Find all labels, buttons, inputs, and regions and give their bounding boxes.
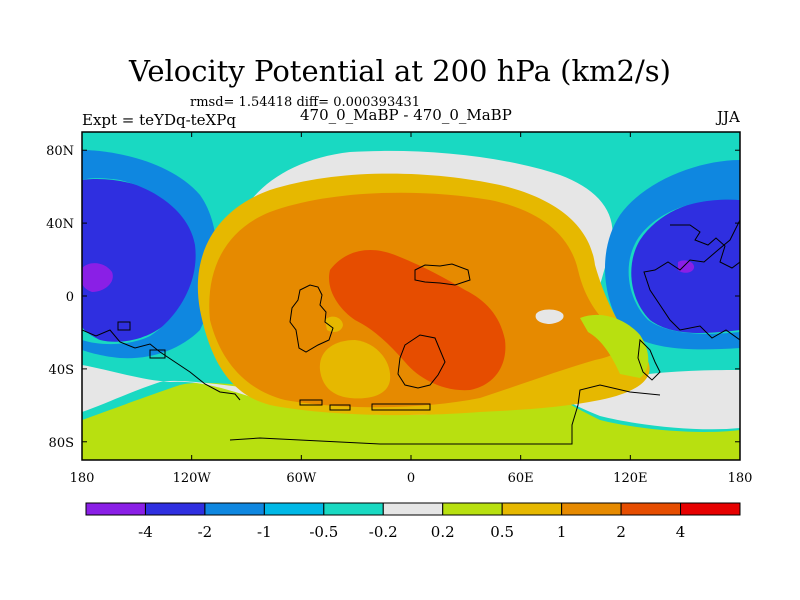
x-axis-labels: 180 120W 60W 0 60E 120E 180 <box>70 471 753 486</box>
x-tick-label: 180 <box>728 471 753 486</box>
outline-east-asia <box>670 224 740 269</box>
colorbar-level-label: 4 <box>676 523 686 541</box>
colorbar <box>85 502 741 516</box>
continent-outlines <box>82 219 740 445</box>
field-central-max <box>329 250 506 391</box>
field-east-mid-blue <box>605 160 740 350</box>
colorbar-swatch <box>680 502 741 516</box>
colorbar-swatch <box>442 502 503 516</box>
outline-europe-north-africa <box>414 263 471 286</box>
colorbar-level-label: 1 <box>557 523 567 541</box>
colorbar-level-label: -0.5 <box>309 523 338 541</box>
axis-ticks <box>81 132 741 460</box>
colorbar-swatch <box>204 502 265 516</box>
colorbar-level-label: -2 <box>198 523 213 541</box>
colorbar-swatch <box>263 502 325 516</box>
experiment-label: Expt = teYDq-teXPq <box>82 111 236 129</box>
x-tick-label: 60E <box>508 471 534 486</box>
y-tick-label: 80S <box>49 436 74 451</box>
field-lower-band-green <box>82 382 740 460</box>
outline-east-pacific-coast <box>643 219 740 341</box>
chart-title: Velocity Potential at 200 hPa (km2/s) <box>129 54 671 88</box>
field-east-light-green <box>580 314 649 378</box>
outline-indonesia <box>637 338 661 381</box>
outline-south-america <box>289 284 334 353</box>
x-tick-label: 60W <box>286 471 317 486</box>
colorbar-swatch <box>501 502 563 516</box>
contour-fields <box>82 132 740 460</box>
field-west-blue <box>82 179 198 342</box>
x-tick-label: 180 <box>70 471 95 486</box>
x-tick-label: 120E <box>613 471 647 486</box>
season-label: JJA <box>717 108 740 126</box>
field-small-yellow <box>325 316 343 333</box>
colorbar-swatch <box>382 502 444 516</box>
colorbar-swatch <box>561 502 622 516</box>
colorbar-level-label: 0.5 <box>490 523 514 541</box>
colorbar-swatch <box>323 502 384 516</box>
outline-central-pacific-islands <box>117 321 166 359</box>
colorbar-level-label: -1 <box>257 523 272 541</box>
field-west-mid-blue <box>82 150 217 359</box>
outline-africa <box>397 334 446 389</box>
colorbar-labels: -4 -2 -1 -0.5 -0.2 0.2 0.5 1 2 4 <box>138 523 685 541</box>
field-east-minimum <box>678 260 695 273</box>
y-tick-label: 40S <box>49 363 74 378</box>
y-tick-label: 40N <box>46 217 74 232</box>
colorbar-level-label: 2 <box>616 523 626 541</box>
field-inner-yellow <box>319 340 391 399</box>
case-label: 470_0_MaBP - 470_0_MaBP <box>300 106 512 124</box>
y-tick-label: 0 <box>66 290 74 305</box>
colorbar-swatch <box>85 502 146 516</box>
colorbar-swatch <box>144 502 206 516</box>
y-axis-labels: 80N 40N 0 40S 80S <box>46 144 74 451</box>
colorbar-level-label: -0.2 <box>369 523 398 541</box>
outline-antarctica <box>229 384 661 445</box>
colorbar-level-label: -4 <box>138 523 153 541</box>
outline-west-pacific-coast <box>82 329 241 401</box>
x-tick-label: 0 <box>407 471 415 486</box>
colorbar-level-label: 0.2 <box>431 523 455 541</box>
field-small-ellipse <box>535 309 564 324</box>
y-tick-label: 80N <box>46 144 74 159</box>
outline-south-islands <box>299 399 431 411</box>
field-west-minimum <box>82 263 113 292</box>
colorbar-swatch <box>620 502 682 516</box>
stats-label: rmsd= 1.54418 diff= 0.000393431 <box>190 95 421 110</box>
x-tick-label: 120W <box>173 471 212 486</box>
